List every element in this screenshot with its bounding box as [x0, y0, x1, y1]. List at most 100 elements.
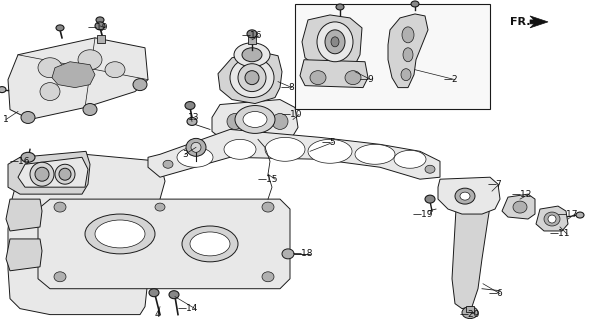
Ellipse shape	[325, 30, 345, 54]
Text: —8: —8	[280, 83, 295, 92]
Ellipse shape	[55, 164, 75, 184]
Ellipse shape	[227, 114, 243, 129]
Ellipse shape	[155, 203, 165, 211]
Ellipse shape	[355, 144, 395, 164]
Text: 3: 3	[182, 150, 188, 159]
Ellipse shape	[190, 232, 230, 256]
Text: —6: —6	[488, 289, 503, 298]
Ellipse shape	[149, 289, 159, 297]
Text: 1: 1	[3, 115, 9, 124]
Ellipse shape	[59, 168, 71, 180]
Text: —9: —9	[359, 75, 374, 84]
Text: —17: —17	[558, 210, 578, 219]
Ellipse shape	[513, 201, 527, 213]
Ellipse shape	[262, 272, 274, 282]
Text: —18: —18	[292, 249, 313, 258]
Text: —12: —12	[511, 190, 532, 199]
Ellipse shape	[38, 58, 62, 78]
Bar	[248, 36, 256, 44]
Ellipse shape	[95, 22, 105, 30]
Ellipse shape	[177, 147, 213, 167]
Text: —7: —7	[487, 180, 502, 189]
Polygon shape	[218, 52, 282, 104]
Ellipse shape	[455, 188, 475, 204]
Ellipse shape	[30, 162, 54, 186]
Ellipse shape	[21, 152, 35, 162]
Ellipse shape	[54, 272, 66, 282]
Text: —2: —2	[443, 75, 458, 84]
Ellipse shape	[238, 64, 266, 92]
Ellipse shape	[54, 202, 66, 212]
Polygon shape	[52, 62, 95, 88]
Ellipse shape	[331, 37, 339, 47]
Ellipse shape	[425, 195, 435, 203]
Ellipse shape	[548, 215, 556, 223]
Ellipse shape	[262, 202, 274, 212]
Ellipse shape	[402, 27, 414, 43]
Bar	[466, 306, 474, 312]
Ellipse shape	[191, 142, 201, 152]
Ellipse shape	[394, 150, 426, 168]
Polygon shape	[212, 100, 298, 141]
Polygon shape	[18, 157, 88, 187]
Polygon shape	[452, 179, 492, 308]
Text: —16: —16	[242, 31, 262, 40]
Ellipse shape	[242, 48, 262, 62]
Text: —19: —19	[87, 23, 108, 32]
Ellipse shape	[230, 58, 274, 98]
Text: 4: 4	[155, 310, 160, 319]
Text: —16: —16	[10, 157, 30, 166]
Ellipse shape	[105, 62, 125, 78]
Ellipse shape	[0, 87, 6, 92]
Ellipse shape	[224, 140, 256, 159]
Ellipse shape	[310, 71, 326, 84]
Text: —19: —19	[412, 210, 433, 219]
Polygon shape	[302, 15, 362, 70]
Ellipse shape	[163, 160, 173, 168]
Polygon shape	[536, 206, 568, 231]
Text: —10: —10	[282, 110, 302, 119]
Polygon shape	[8, 38, 148, 119]
Polygon shape	[6, 239, 42, 271]
Text: —15: —15	[258, 175, 278, 184]
Ellipse shape	[21, 111, 35, 124]
Bar	[295, 4, 490, 108]
Ellipse shape	[182, 226, 238, 262]
Ellipse shape	[403, 48, 413, 62]
Text: —5: —5	[321, 138, 336, 147]
Bar	[97, 35, 105, 43]
Polygon shape	[6, 199, 42, 231]
Ellipse shape	[78, 50, 102, 70]
Polygon shape	[388, 14, 428, 88]
Ellipse shape	[83, 104, 97, 116]
Text: 13: 13	[188, 113, 200, 122]
Ellipse shape	[56, 25, 64, 31]
Ellipse shape	[544, 212, 560, 226]
Polygon shape	[8, 154, 165, 315]
Ellipse shape	[460, 192, 470, 200]
Ellipse shape	[576, 212, 584, 218]
Ellipse shape	[185, 101, 195, 109]
Text: —14: —14	[178, 304, 198, 313]
Ellipse shape	[345, 71, 361, 84]
Ellipse shape	[187, 117, 197, 125]
Polygon shape	[438, 177, 500, 214]
Text: —11: —11	[549, 229, 570, 238]
Ellipse shape	[235, 106, 275, 133]
Ellipse shape	[245, 71, 259, 84]
Ellipse shape	[35, 167, 49, 181]
Ellipse shape	[40, 83, 60, 100]
Ellipse shape	[186, 138, 206, 156]
Polygon shape	[530, 16, 548, 28]
Text: —20: —20	[460, 310, 480, 319]
Ellipse shape	[243, 111, 267, 127]
Polygon shape	[8, 151, 90, 194]
Ellipse shape	[169, 291, 179, 299]
Ellipse shape	[308, 140, 352, 163]
Ellipse shape	[317, 22, 353, 62]
Polygon shape	[38, 199, 290, 289]
Text: FR.: FR.	[510, 17, 530, 27]
Ellipse shape	[247, 30, 257, 38]
Ellipse shape	[133, 79, 147, 91]
Polygon shape	[502, 194, 535, 219]
